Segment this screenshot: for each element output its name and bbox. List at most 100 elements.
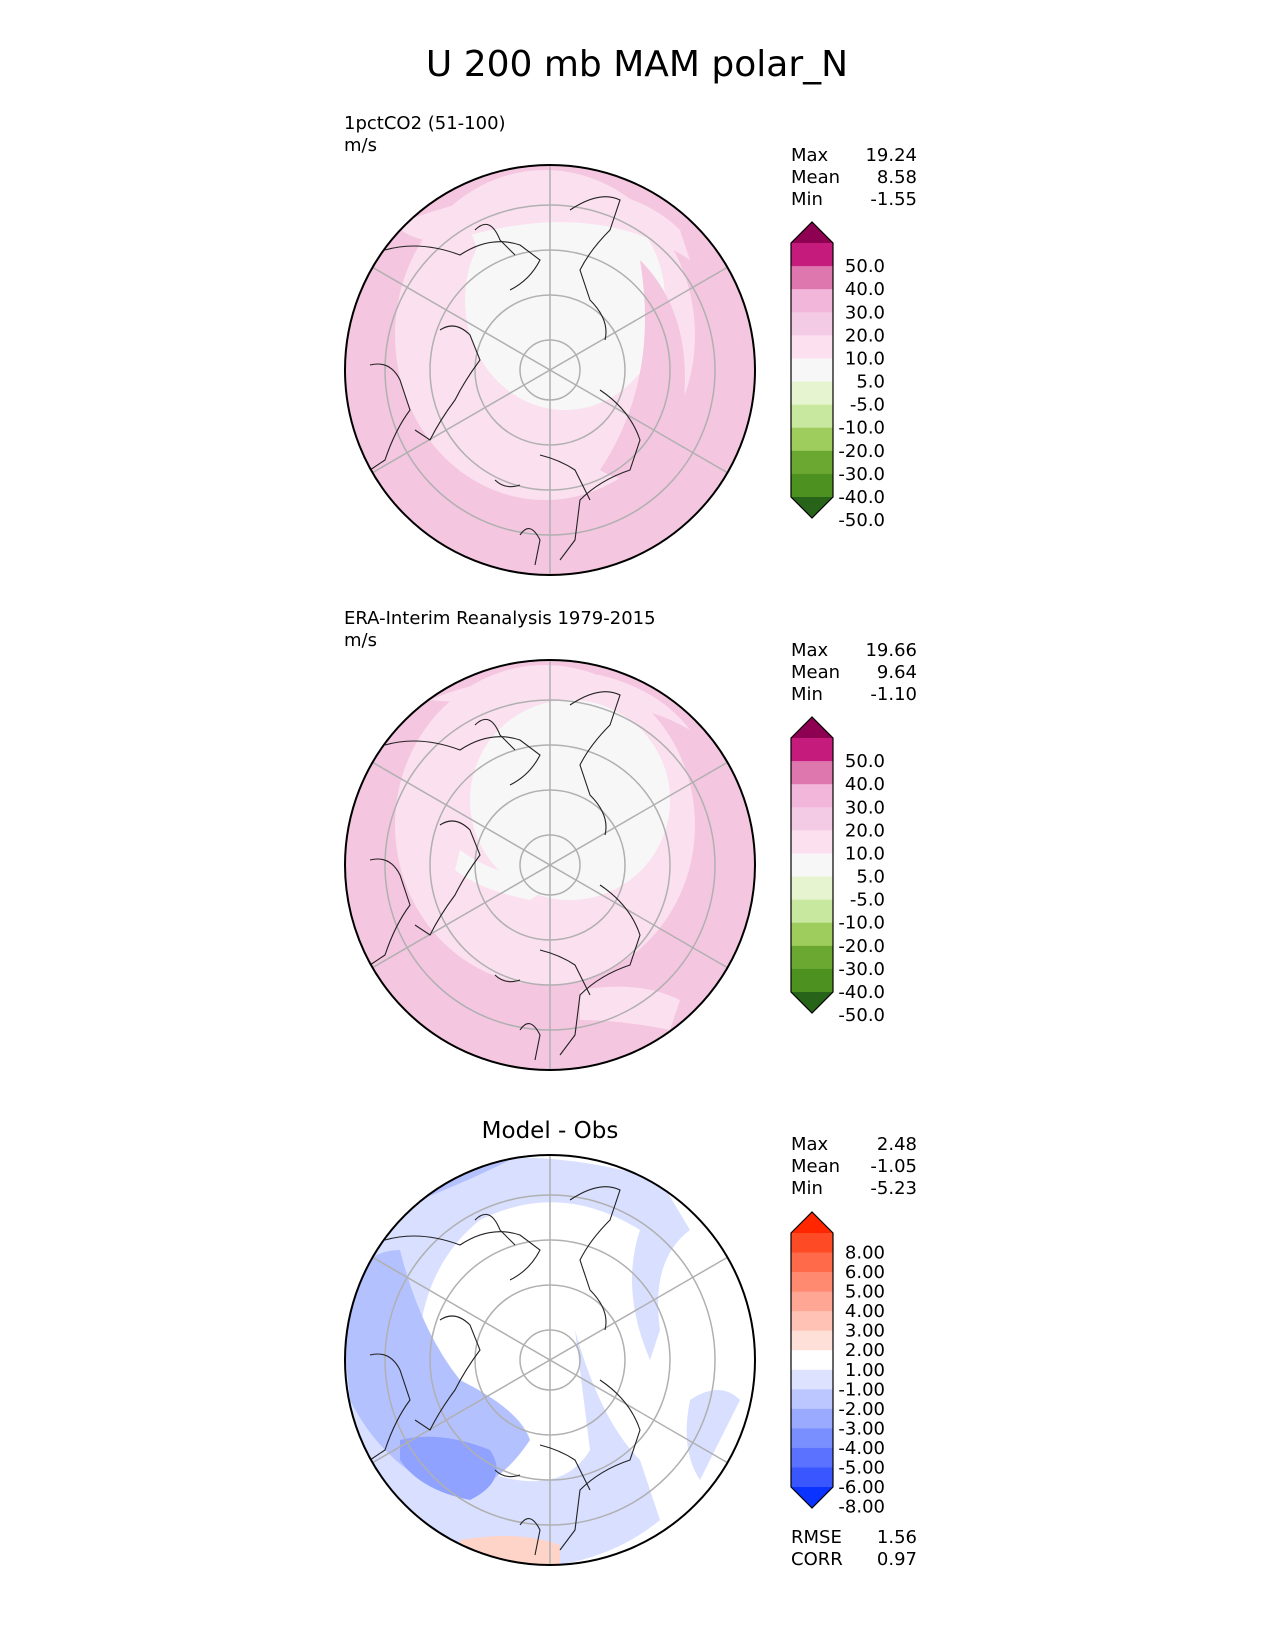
- colorbar-band: [791, 807, 833, 831]
- colorbar-tick-label: 30.0: [845, 302, 885, 323]
- colorbar-band: [791, 289, 833, 313]
- colorbar-tick-label: 10.0: [845, 843, 885, 864]
- colorbar-tick-label: 6.00: [845, 1262, 885, 1283]
- stat-value: 9.64: [877, 662, 917, 683]
- colorbar-tick-label: 50.0: [845, 256, 885, 277]
- colorbar-tick-label: -1.00: [838, 1379, 885, 1400]
- colorbar-tick-label: -3.00: [838, 1418, 885, 1439]
- colorbar-tick-label: -50.0: [838, 1005, 885, 1026]
- colorbar-tick-label: 20.0: [845, 325, 885, 346]
- colorbar-band: [791, 876, 833, 901]
- stat-label: Min: [791, 684, 823, 705]
- field-contour-20: [600, 260, 685, 479]
- stat-label: CORR: [791, 1549, 843, 1570]
- coastlines: [369, 196, 641, 566]
- colorbar-tick-label: -5.0: [850, 890, 885, 911]
- colorbar-extend-bottom: [791, 1487, 833, 1508]
- colorbar-band: [791, 335, 833, 359]
- stat-value: 1.56: [877, 1527, 917, 1548]
- colorbar-band: [791, 1272, 833, 1293]
- colorbar-tick-label: -2.00: [838, 1399, 885, 1420]
- stat-mean: Mean 9.64: [791, 662, 917, 683]
- colorbar-band: [791, 473, 833, 498]
- stat-mean: Mean -1.05: [791, 1156, 917, 1177]
- stat-label: Max: [791, 145, 829, 166]
- stat-label: Min: [791, 1178, 823, 1199]
- colorbar-band: [791, 312, 833, 336]
- colorbar: 50.040.030.020.010.0 5.0-5.0-10.0-20.0-30…: [790, 221, 885, 531]
- stat-value: -1.55: [870, 189, 917, 210]
- stat-value: -5.23: [870, 1178, 917, 1199]
- stat-max: Max 19.24: [791, 145, 917, 166]
- colorbar-band: [791, 853, 833, 878]
- stat-corr: CORR 0.97: [791, 1549, 917, 1570]
- panel-units: m/s: [344, 135, 377, 156]
- stat-min: Min -1.10: [791, 684, 917, 705]
- colorbar-tick-label: -20.0: [838, 441, 885, 462]
- colorbar-extend-top: [791, 222, 833, 243]
- graticule: [345, 165, 755, 575]
- colorbar-band: [791, 1408, 833, 1429]
- panel-title: 1pctCO2 (51-100): [344, 113, 506, 134]
- colorbar-band: [791, 1252, 833, 1273]
- colorbar-band: [791, 830, 833, 854]
- colorbar-band: [791, 404, 833, 429]
- panel-obs: ERA-Interim Reanalysis 1979-2015 m/s Max…: [344, 608, 917, 1071]
- field-contour-10: [395, 185, 690, 260]
- colorbar-band: [791, 738, 833, 762]
- field-contour-5: [470, 700, 670, 900]
- colorbar-tick-label: -30.0: [838, 959, 885, 980]
- colorbar: 50.040.030.020.010.0 5.0-5.0-10.0-20.0-30…: [790, 716, 885, 1026]
- colorbar-band: [791, 968, 833, 993]
- graticule: [345, 1155, 755, 1565]
- colorbar-tick-label: -20.0: [838, 936, 885, 957]
- stat-max: Max 19.66: [791, 640, 917, 661]
- stat-min: Min -5.23: [791, 1178, 917, 1199]
- stat-min: Min -1.55: [791, 189, 917, 210]
- stat-value: 0.97: [877, 1549, 917, 1570]
- field-contour-10: [430, 674, 690, 730]
- stat-value: -1.05: [870, 1156, 917, 1177]
- stat-value: -1.10: [870, 684, 917, 705]
- polar-map: [345, 1155, 755, 1565]
- coastlines: [369, 1186, 641, 1556]
- colorbar-tick-label: 20.0: [845, 820, 885, 841]
- colorbar-band: [791, 243, 833, 267]
- stat-label: Mean: [791, 167, 840, 188]
- graticule: [345, 660, 755, 1070]
- panel-model: 1pctCO2 (51-100) m/s Max 19.24 Mean 8.58…: [344, 113, 917, 576]
- colorbar-tick-label: -40.0: [838, 487, 885, 508]
- colorbar-band: [791, 1447, 833, 1468]
- colorbar-extend-top: [791, 1212, 833, 1233]
- colorbar-band: [791, 761, 833, 785]
- coastlines: [369, 691, 641, 1061]
- colorbar-extend-bottom: [791, 992, 833, 1013]
- polar-map: [345, 165, 755, 575]
- map-border: [344, 1154, 756, 1566]
- colorbar-tick-label: -50.0: [838, 510, 885, 531]
- colorbar-tick-label: -10.0: [838, 913, 885, 934]
- field-contour-5: [455, 850, 560, 900]
- stat-label: Max: [791, 640, 829, 661]
- colorbar-band: [791, 945, 833, 970]
- colorbar-tick-label: 50.0: [845, 751, 885, 772]
- panel-units: m/s: [344, 630, 377, 651]
- colorbar-tick-label: 40.0: [845, 774, 885, 795]
- colorbar-band: [791, 1467, 833, 1488]
- colorbar-extend-top: [791, 717, 833, 738]
- colorbar-band: [791, 784, 833, 808]
- colorbar-band: [791, 381, 833, 406]
- colorbar: 8.006.005.004.003.002.001.00-1.00-2.00-3…: [790, 1211, 885, 1518]
- colorbar-outline: [790, 716, 834, 1014]
- colorbar-tick-label: 4.00: [845, 1301, 885, 1322]
- stat-rmse: RMSE 1.56: [791, 1527, 917, 1548]
- colorbar-extend-bottom: [791, 497, 833, 518]
- colorbar-tick-label: -6.00: [838, 1477, 885, 1498]
- field-contour-pos1: [460, 1536, 560, 1565]
- colorbar-band: [791, 922, 833, 947]
- colorbar-tick-label: 8.00: [845, 1243, 885, 1264]
- stat-value: 19.66: [865, 640, 917, 661]
- map-border: [344, 164, 756, 576]
- colorbar-tick-label: -5.00: [838, 1457, 885, 1478]
